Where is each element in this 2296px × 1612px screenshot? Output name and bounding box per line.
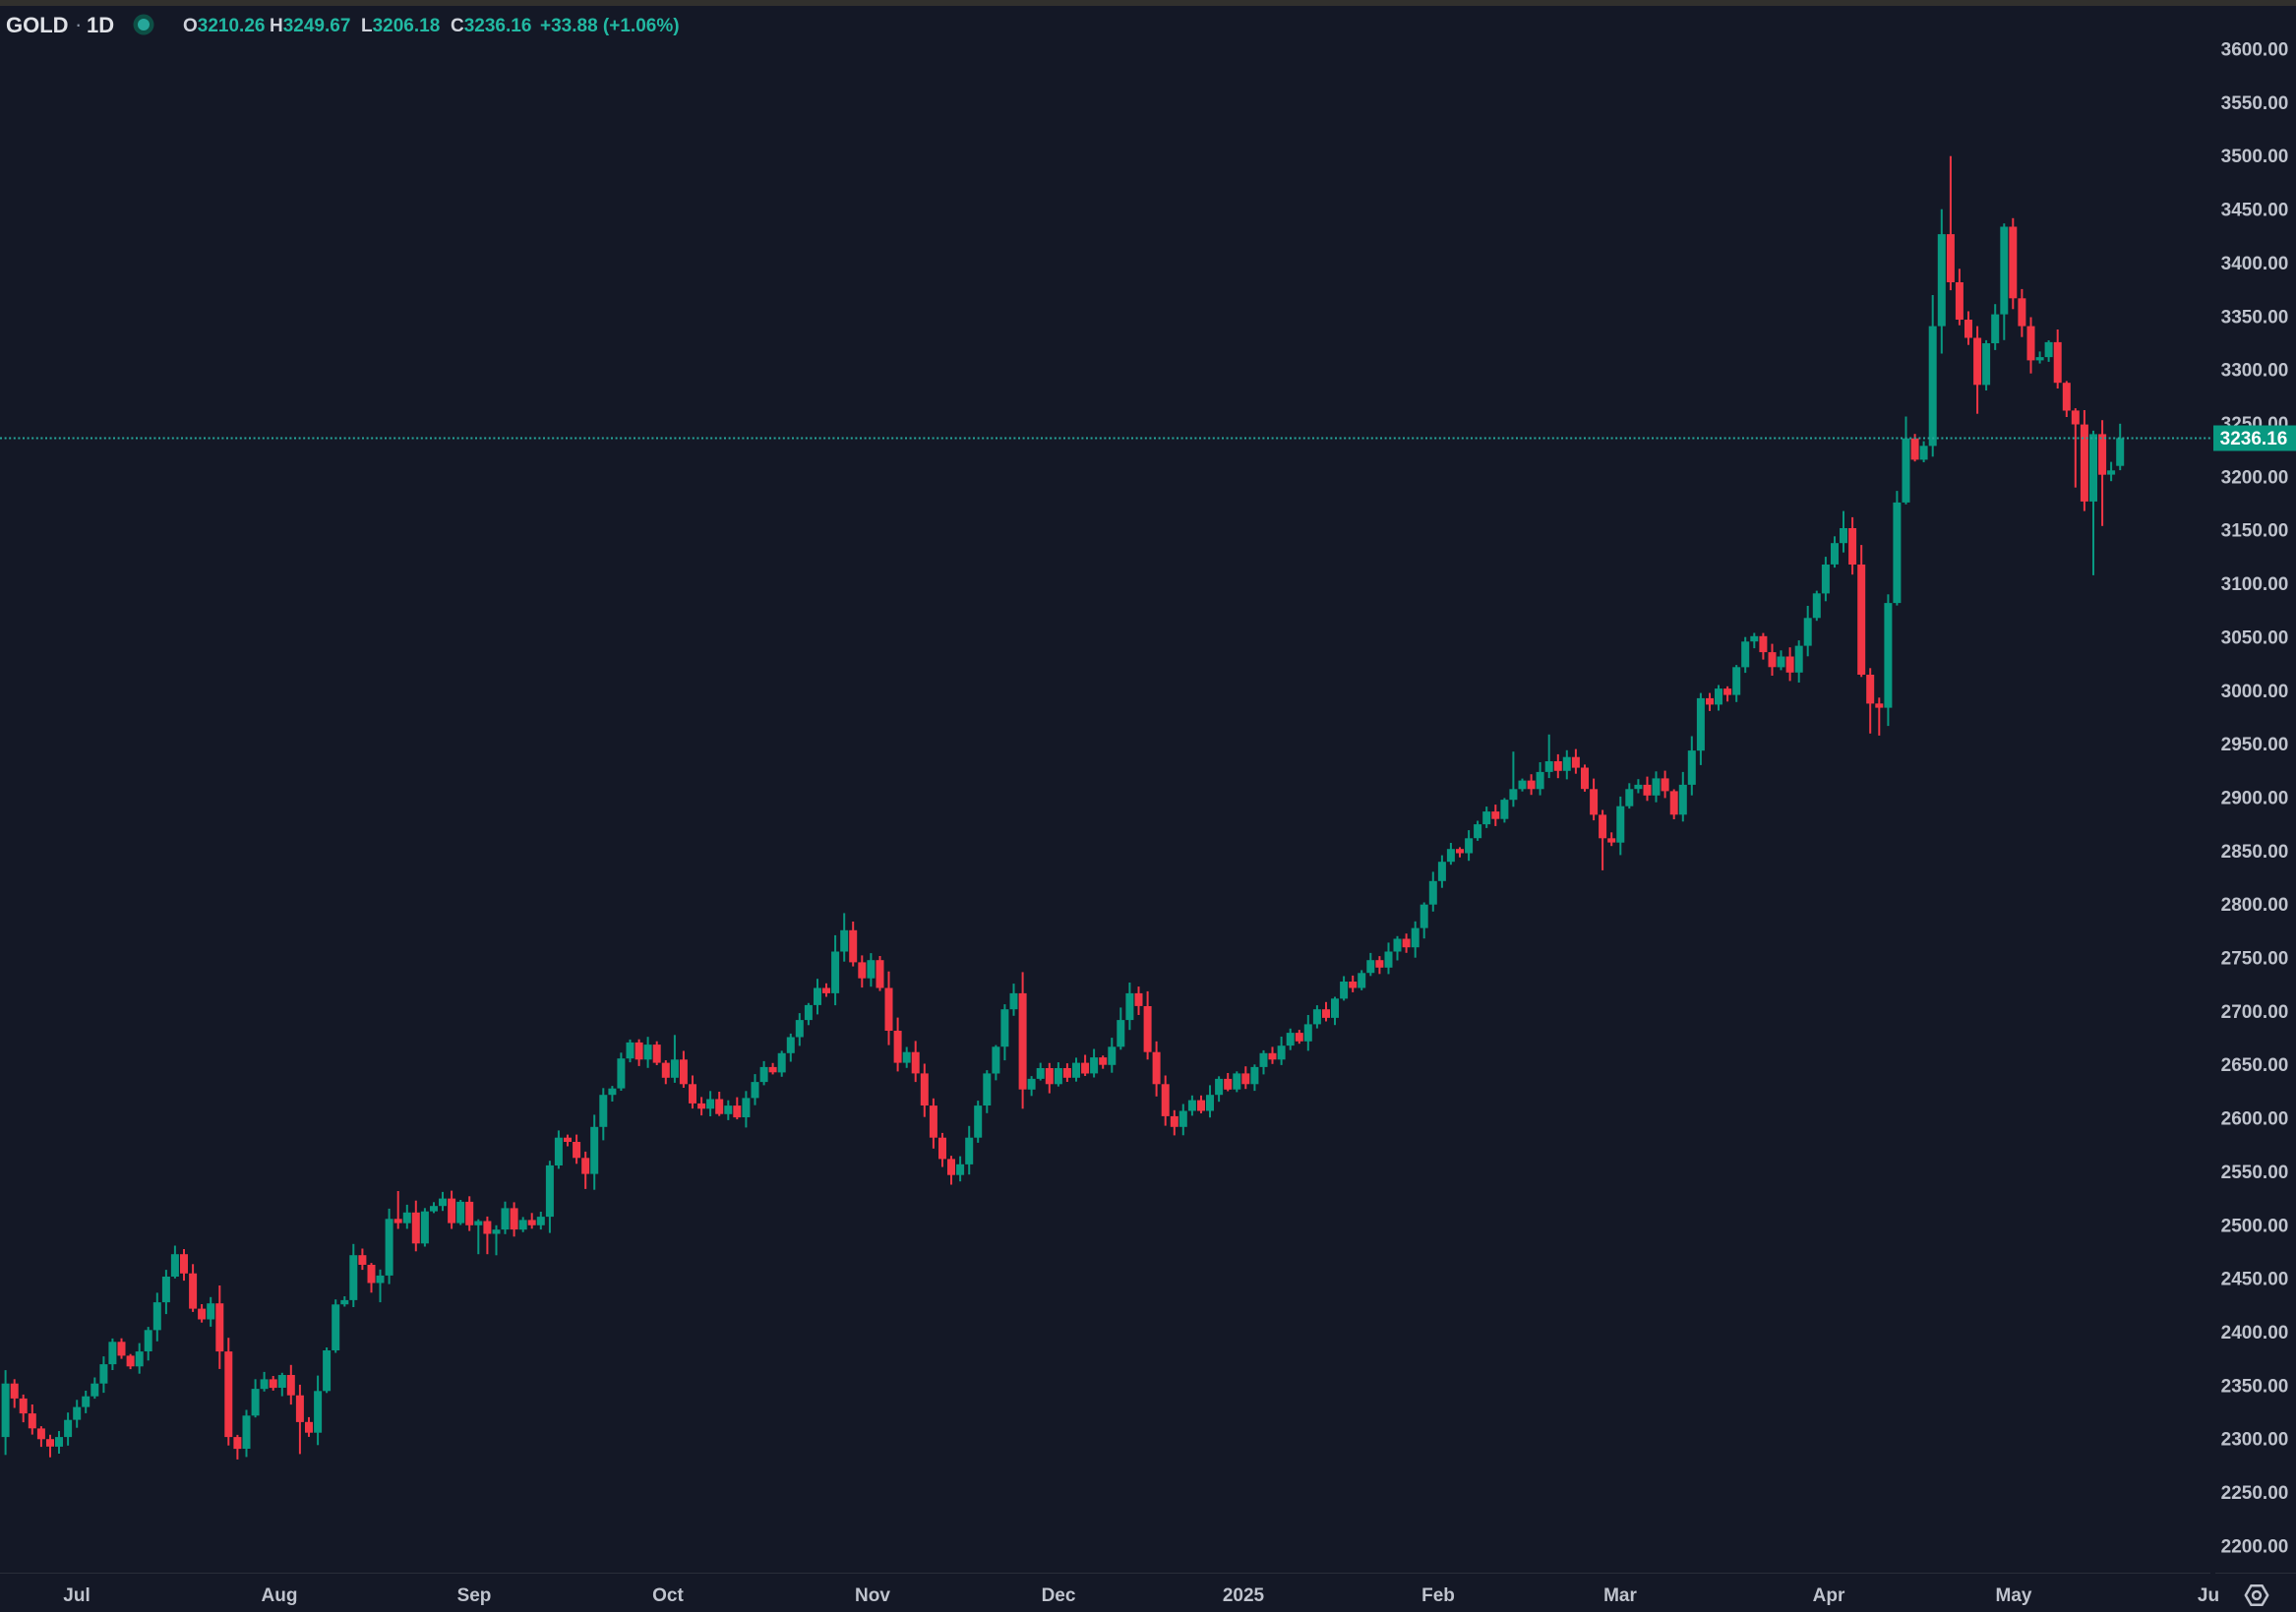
svg-text:2700.00: 2700.00 — [2221, 1002, 2289, 1023]
svg-text:3050.00: 3050.00 — [2221, 627, 2289, 648]
svg-text:2900.00: 2900.00 — [2221, 789, 2289, 809]
svg-text:+33.88 (+1.06%): +33.88 (+1.06%) — [540, 16, 680, 36]
svg-text:Sep: Sep — [457, 1585, 492, 1606]
svg-text:2300.00: 2300.00 — [2221, 1430, 2289, 1451]
svg-text:2250.00: 2250.00 — [2221, 1483, 2289, 1504]
svg-text:Ju: Ju — [2198, 1585, 2219, 1606]
svg-text:2350.00: 2350.00 — [2221, 1376, 2289, 1397]
svg-text:C3236.16: C3236.16 — [451, 16, 531, 36]
svg-text:3400.00: 3400.00 — [2221, 254, 2289, 274]
svg-text:2025: 2025 — [1223, 1585, 1265, 1606]
svg-text:3450.00: 3450.00 — [2221, 201, 2289, 221]
svg-text:3300.00: 3300.00 — [2221, 361, 2289, 382]
svg-text:O3210.26: O3210.26 — [183, 16, 265, 36]
svg-text:2550.00: 2550.00 — [2221, 1163, 2289, 1183]
svg-text:Jul: Jul — [63, 1585, 90, 1606]
svg-text:3200.00: 3200.00 — [2221, 467, 2289, 488]
svg-text:2850.00: 2850.00 — [2221, 842, 2289, 863]
svg-text:May: May — [1996, 1585, 2032, 1606]
svg-text:2950.00: 2950.00 — [2221, 735, 2289, 755]
svg-text:2400.00: 2400.00 — [2221, 1323, 2289, 1343]
svg-text:GOLD: GOLD — [6, 13, 69, 37]
svg-text:2650.00: 2650.00 — [2221, 1055, 2289, 1076]
svg-text:2800.00: 2800.00 — [2221, 895, 2289, 916]
svg-text:3100.00: 3100.00 — [2221, 574, 2289, 595]
svg-text:2200.00: 2200.00 — [2221, 1536, 2289, 1557]
svg-text:L3206.18: L3206.18 — [361, 16, 440, 36]
svg-text:Aug: Aug — [262, 1585, 298, 1606]
svg-text:2450.00: 2450.00 — [2221, 1270, 2289, 1290]
svg-text:3500.00: 3500.00 — [2221, 147, 2289, 167]
svg-text:3550.00: 3550.00 — [2221, 93, 2289, 114]
svg-text:Oct: Oct — [652, 1585, 684, 1606]
svg-text:Apr: Apr — [1813, 1585, 1845, 1606]
svg-text:2500.00: 2500.00 — [2221, 1216, 2289, 1236]
svg-text:·: · — [75, 12, 82, 36]
svg-text:3350.00: 3350.00 — [2221, 307, 2289, 328]
svg-text:Feb: Feb — [1421, 1585, 1455, 1606]
svg-text:1D: 1D — [87, 13, 114, 37]
svg-text:H3249.67: H3249.67 — [270, 16, 350, 36]
svg-text:3000.00: 3000.00 — [2221, 682, 2289, 702]
svg-text:2750.00: 2750.00 — [2221, 949, 2289, 970]
svg-text:2600.00: 2600.00 — [2221, 1109, 2289, 1130]
svg-text:3150.00: 3150.00 — [2221, 521, 2289, 542]
svg-text:Dec: Dec — [1042, 1585, 1076, 1606]
svg-text:3236.16: 3236.16 — [2220, 429, 2288, 449]
svg-text:Mar: Mar — [1603, 1585, 1637, 1606]
svg-text:3600.00: 3600.00 — [2221, 40, 2289, 61]
svg-text:Nov: Nov — [855, 1585, 890, 1606]
